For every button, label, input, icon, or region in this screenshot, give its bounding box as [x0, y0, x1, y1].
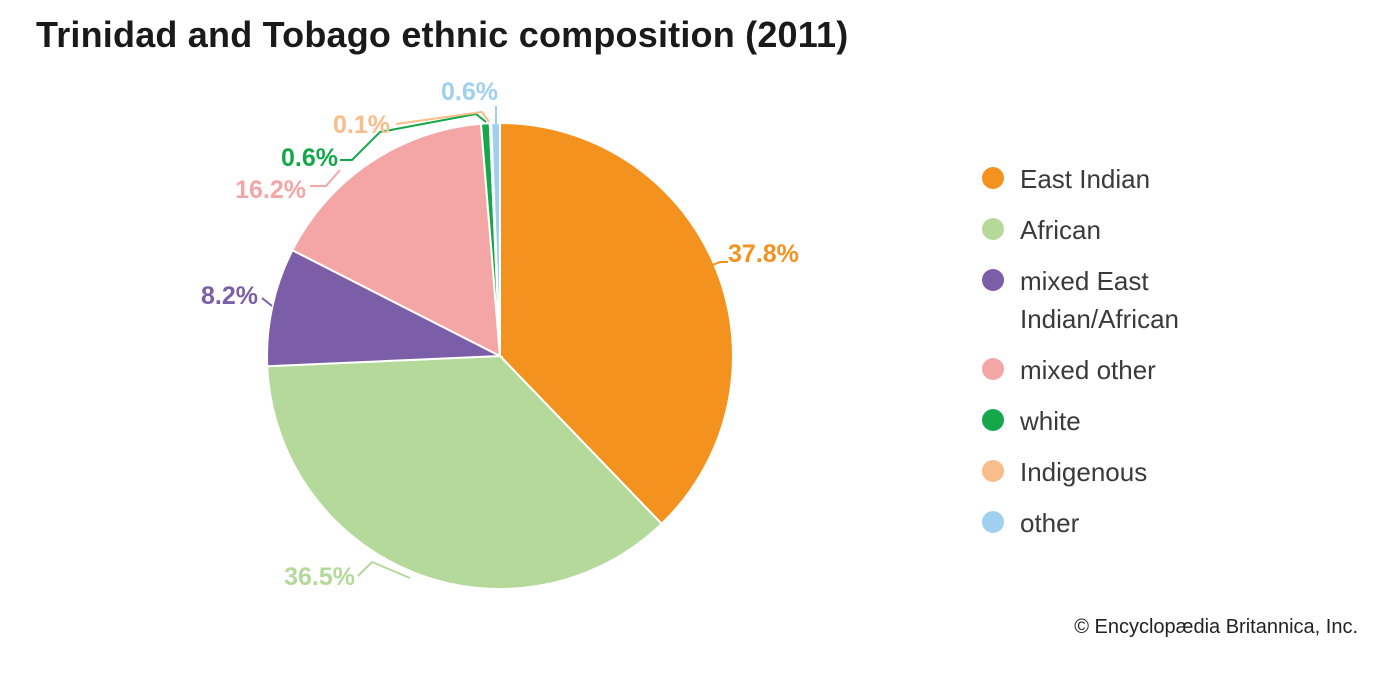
legend-swatch [982, 218, 1004, 240]
legend-item-mixed-other: mixed other [982, 351, 1282, 389]
data-label: 8.2% [201, 282, 258, 310]
legend-label: African [1020, 215, 1101, 245]
legend-label: Indigenous [1020, 457, 1148, 487]
legend-swatch [982, 167, 1004, 189]
data-label: 0.6% [281, 144, 338, 172]
leader-line [704, 261, 728, 269]
legend-swatch [982, 409, 1004, 431]
data-label: 0.6% [441, 78, 498, 106]
legend-item-other: other [982, 504, 1282, 542]
data-label: 16.2% [235, 176, 306, 204]
copyright-credit: © Encyclopædia Britannica, Inc. [1074, 616, 1358, 638]
legend-swatch [982, 358, 1004, 380]
leader-line [395, 110, 490, 125]
data-label: 37.8% [728, 240, 799, 268]
leader-line [310, 169, 341, 187]
legend-item-east-indian: East Indian [982, 160, 1282, 198]
pie-slice-african [266, 354, 664, 590]
legend-swatch [982, 511, 1004, 533]
legend-label: other [1020, 508, 1080, 538]
legend-item-indigenous: Indigenous [982, 453, 1282, 491]
leader-line [357, 560, 411, 579]
leader-line [261, 297, 273, 307]
legend-swatch [982, 269, 1004, 291]
chart-title: Trinidad and Tobago ethnic composition (… [36, 14, 849, 55]
legend: East Indian African mixed East Indian/Af… [982, 160, 1282, 555]
legend-item-white: white [982, 402, 1282, 440]
legend-label: mixed East Indian/African [1020, 266, 1179, 334]
pie-slice-mixed-other [291, 122, 502, 358]
legend-item-african: African [982, 211, 1282, 249]
pie-slice-east-indian [499, 121, 734, 526]
legend-label: East Indian [1020, 164, 1151, 194]
legend-label: white [1020, 406, 1081, 436]
legend-label: mixed other [1020, 355, 1156, 385]
leader-line [340, 112, 487, 161]
pie-slice-mixed-east-indian-african [266, 248, 504, 368]
legend-swatch [982, 460, 1004, 482]
legend-item-mixed-east-indian-african: mixed East Indian/African [982, 262, 1282, 338]
data-label: 0.1% [333, 111, 390, 139]
data-label: 36.5% [284, 563, 355, 591]
